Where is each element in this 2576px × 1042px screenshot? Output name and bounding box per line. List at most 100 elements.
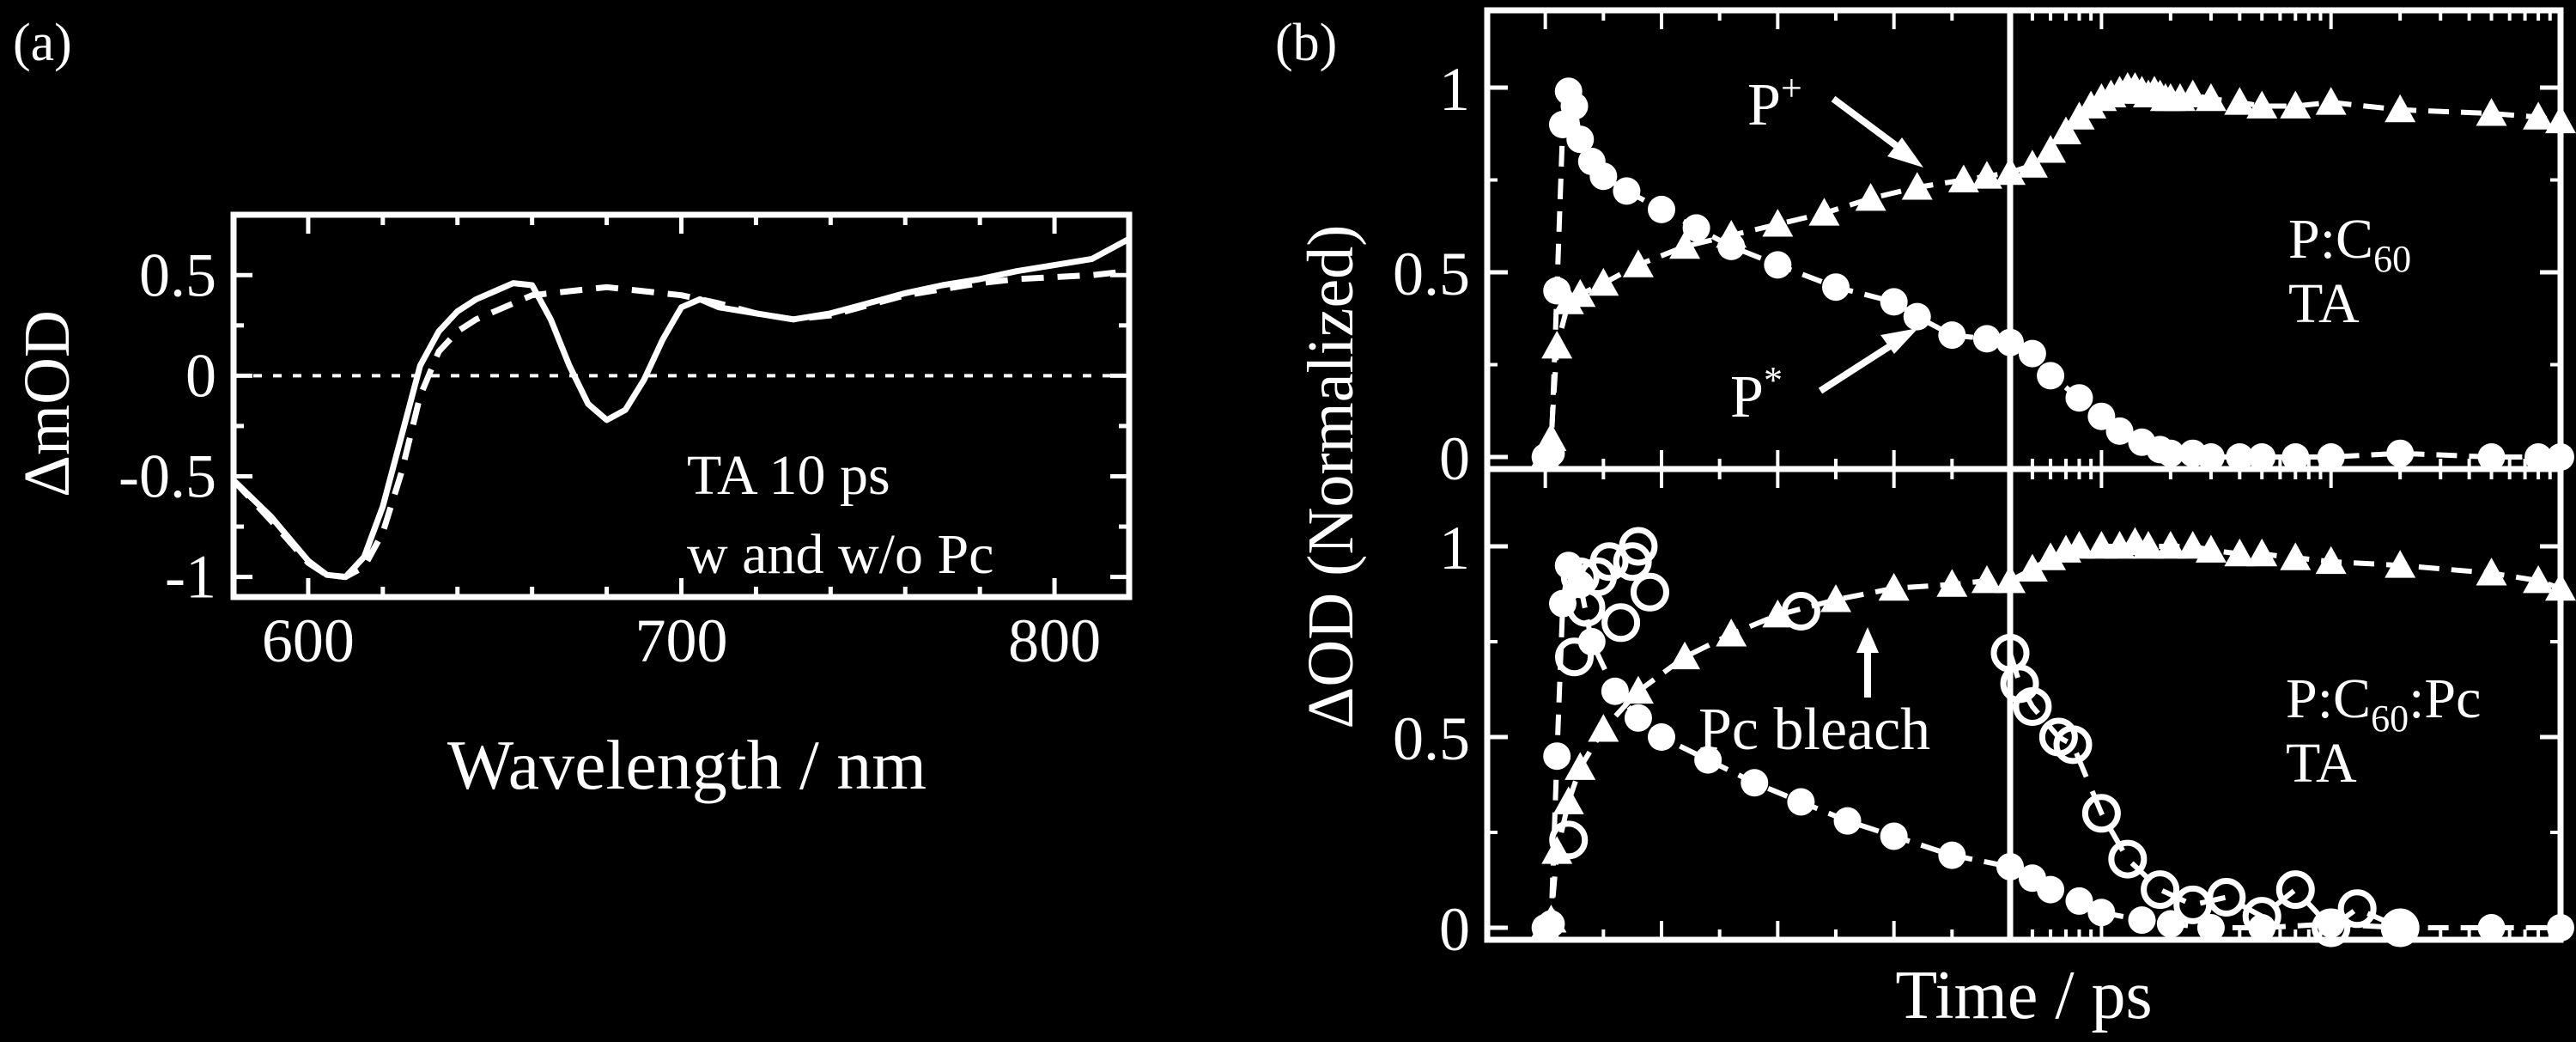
data-point-triangle bbox=[2385, 550, 2416, 578]
y-tick-label: 0 bbox=[1439, 895, 1470, 964]
data-point-triangle bbox=[2063, 531, 2095, 559]
data-point-triangle bbox=[2035, 135, 2067, 163]
panel-b-x-axis-label: Time / ps bbox=[1895, 958, 2152, 1033]
data-point-circle bbox=[2037, 875, 2065, 904]
bottom-mode-label: TA bbox=[2286, 732, 2357, 795]
data-point-triangle bbox=[1588, 267, 1619, 296]
data-point-triangle bbox=[1936, 569, 1968, 597]
data-point-circle bbox=[2477, 914, 2506, 941]
pstar-arrowhead bbox=[1880, 328, 1918, 354]
dashed-spectrum-line bbox=[231, 268, 1130, 581]
data-point-circle bbox=[2156, 439, 2184, 467]
y-tick-label: -1 bbox=[165, 543, 216, 612]
data-point-circle bbox=[2105, 417, 2134, 445]
x-tick-label: 700 bbox=[635, 606, 728, 675]
panel-a-x-axis-label: Wavelength / nm bbox=[447, 726, 927, 804]
data-point-circle bbox=[1613, 177, 1641, 205]
data-point-circle bbox=[1938, 321, 1966, 350]
data-point-open-circle bbox=[1589, 542, 1629, 582]
data-point-circle bbox=[2065, 384, 2093, 412]
data-point-triangle bbox=[1995, 156, 2026, 186]
panel-a: (a) 600 700 800 0.5 0 -0.5 -1 TA 10 ps w and … bbox=[11, 14, 1133, 804]
data-point-circle bbox=[1764, 251, 1792, 279]
data-point-triangle bbox=[2280, 90, 2312, 119]
panel-b: (b) 0 0.5 1 0 0.5 1 ΔOD (Normalized) Time / p… bbox=[1275, 7, 2576, 1033]
data-point-open-circle bbox=[2108, 839, 2148, 879]
panel-b-bottom-series bbox=[1529, 527, 2576, 948]
data-point-open-circle bbox=[2242, 897, 2281, 936]
bottom-sample-label: P:C60:Pc bbox=[2286, 667, 2481, 740]
panel-a-series bbox=[231, 236, 1131, 581]
data-point-triangle bbox=[2545, 105, 2576, 134]
data-point-circle bbox=[1787, 788, 1815, 816]
data-point-circle bbox=[1560, 92, 1589, 120]
data-point-circle bbox=[2156, 910, 2184, 938]
data-point-triangle bbox=[1622, 675, 1654, 704]
data-point-open-circle bbox=[2337, 889, 2377, 929]
data-point-circle bbox=[2196, 443, 2225, 471]
panel-b-top-series bbox=[1529, 72, 2576, 471]
data-point-triangle bbox=[1552, 786, 1584, 814]
data-point-circle bbox=[1880, 822, 1908, 850]
data-point-circle bbox=[2226, 443, 2254, 471]
x-tick-label: 600 bbox=[262, 606, 355, 675]
pplus-label: P+ bbox=[1747, 67, 1802, 138]
data-point-circle bbox=[1543, 277, 1571, 305]
data-point-triangle bbox=[1669, 641, 1701, 670]
data-point-circle bbox=[2386, 439, 2415, 467]
data-point-triangle bbox=[2195, 82, 2227, 112]
data-point-triangle bbox=[1669, 230, 1701, 259]
data-point-triangle bbox=[2177, 531, 2208, 559]
data-point-circle bbox=[1543, 742, 1571, 771]
data-point-triangle bbox=[1588, 714, 1619, 742]
pc-bleach-arrowhead bbox=[1856, 627, 1879, 653]
data-point-open-circle bbox=[2275, 870, 2315, 910]
data-point-circle bbox=[1589, 162, 1618, 191]
data-point-triangle bbox=[2035, 542, 2067, 570]
data-point-circle bbox=[2386, 914, 2415, 941]
y-tick-label: 0 bbox=[1439, 424, 1470, 493]
data-point-triangle bbox=[1947, 164, 1979, 192]
data-point-triangle bbox=[1564, 752, 1596, 780]
data-point-triangle bbox=[1878, 572, 1910, 601]
data-point-triangle bbox=[1622, 249, 1654, 277]
x-tick-label: 800 bbox=[1008, 606, 1101, 675]
panel-a-y-ticks: 0.5 0 -0.5 -1 bbox=[118, 241, 1129, 612]
data-point-circle bbox=[2128, 906, 2156, 935]
top-sample-label: P:C60 bbox=[2288, 208, 2411, 280]
panel-a-note-time: TA 10 ps bbox=[687, 444, 890, 507]
data-point-open-circle bbox=[2207, 877, 2246, 917]
data-point-triangle bbox=[1762, 209, 1794, 237]
data-point-triangle bbox=[2224, 538, 2256, 567]
data-point-circle bbox=[2524, 443, 2553, 471]
data-point-triangle bbox=[2315, 87, 2347, 115]
panel-a-note-samples: w and w/o Pc bbox=[687, 523, 993, 586]
data-point-triangle bbox=[1820, 584, 1851, 612]
data-point-circle bbox=[1648, 723, 1675, 751]
panel-a-x-ticks: 600 700 800 bbox=[231, 215, 1132, 675]
data-point-circle bbox=[2317, 910, 2345, 938]
data-point-circle bbox=[2087, 402, 2116, 430]
panel-b-label: (b) bbox=[1275, 14, 1337, 72]
data-point-triangle bbox=[2246, 538, 2278, 567]
panel-b-frame bbox=[1484, 7, 2564, 943]
data-point-open-circle bbox=[1555, 637, 1594, 677]
y-tick-label: 0.5 bbox=[1393, 240, 1470, 308]
data-point-open-circle bbox=[1619, 527, 1658, 566]
data-point-circle bbox=[1938, 841, 1966, 869]
data-point-circle bbox=[2087, 899, 2116, 927]
y-tick-label: 1 bbox=[1439, 55, 1470, 124]
pc-bleach-label: Pc bleach bbox=[1698, 697, 1930, 763]
data-point-triangle bbox=[1901, 172, 1933, 200]
solid-spectrum-line bbox=[231, 236, 1131, 581]
data-point-circle bbox=[2547, 914, 2574, 941]
panel-a-label: (a) bbox=[13, 14, 72, 72]
data-point-triangle bbox=[2523, 101, 2555, 130]
data-point-open-circle bbox=[1601, 603, 1641, 643]
data-point-circle bbox=[1833, 807, 1862, 835]
data-point-open-circle bbox=[1781, 591, 1820, 631]
data-point-triangle bbox=[2154, 531, 2186, 559]
fit-curve-p bbox=[1543, 539, 2561, 929]
data-point-circle bbox=[2196, 914, 2225, 941]
y-tick-label: 0.5 bbox=[139, 241, 216, 309]
